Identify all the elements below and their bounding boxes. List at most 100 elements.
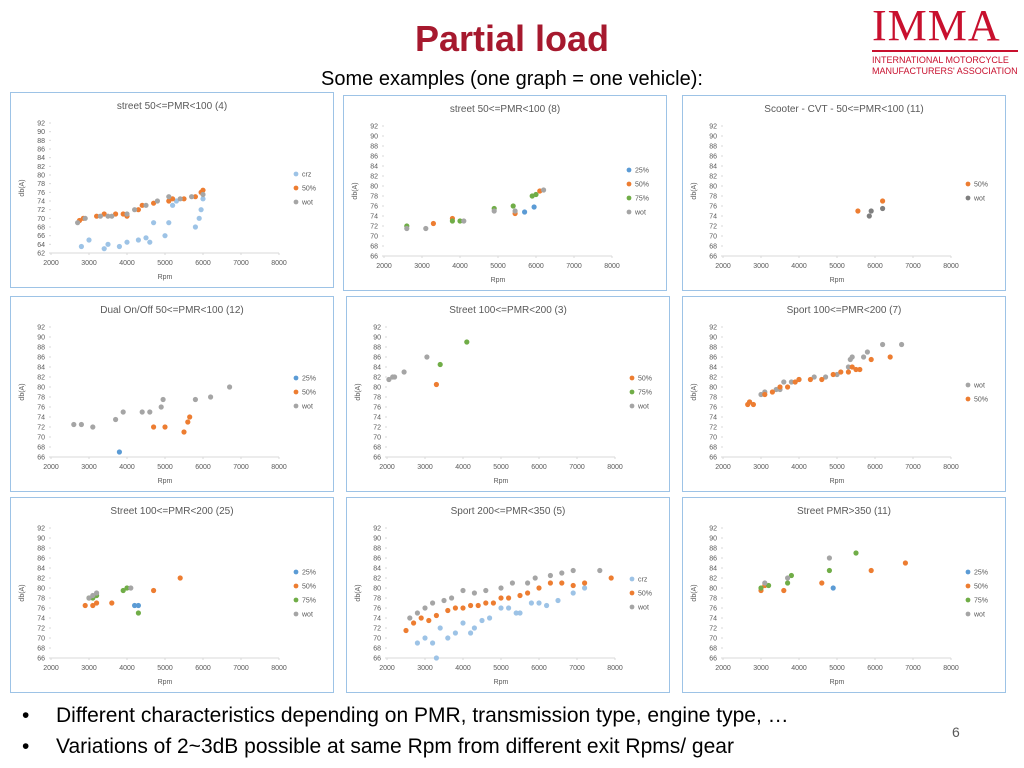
y-tick-label: 66 — [37, 455, 45, 462]
legend-label: 50% — [302, 584, 316, 591]
data-point — [510, 203, 516, 209]
x-tick-label: 4000 — [791, 263, 807, 270]
data-point — [747, 399, 753, 405]
data-point — [471, 590, 477, 596]
y-tick-label: 76 — [373, 405, 381, 412]
x-tick-label: 4000 — [119, 464, 135, 471]
x-axis-label: Rpm — [494, 478, 509, 485]
data-point — [422, 605, 428, 611]
x-tick-label: 8000 — [607, 464, 623, 471]
chart-title: Street PMR>350 (11) — [797, 506, 891, 517]
data-point — [414, 610, 420, 616]
legend-label: 75% — [974, 598, 988, 605]
data-point — [109, 600, 115, 606]
data-point — [547, 580, 553, 586]
x-axis-label: Rpm — [158, 679, 173, 686]
data-point — [189, 194, 195, 200]
legend-marker — [626, 195, 632, 201]
y-tick-label: 74 — [370, 214, 378, 221]
x-tick-label: 8000 — [271, 464, 287, 471]
y-tick-label: 82 — [709, 576, 717, 583]
x-tick-label: 3000 — [753, 464, 769, 471]
data-point — [559, 570, 565, 576]
data-point — [464, 339, 470, 345]
legend-marker — [626, 181, 632, 187]
y-tick-label: 90 — [37, 335, 45, 342]
y-tick-label: 74 — [373, 616, 381, 623]
y-axis-label: db(A) — [355, 383, 362, 400]
data-point — [445, 635, 451, 641]
y-tick-label: 68 — [37, 646, 45, 653]
y-tick-label: 80 — [709, 385, 717, 392]
y-tick-label: 88 — [709, 546, 717, 553]
data-point — [457, 218, 463, 224]
x-tick-label: 4000 — [452, 263, 468, 270]
legend-label: 25% — [974, 570, 988, 577]
logo-name: IMMA — [872, 1, 1001, 50]
y-tick-label: 78 — [373, 395, 381, 402]
data-point — [437, 361, 443, 368]
data-point — [528, 600, 534, 606]
y-tick-label: 76 — [709, 606, 717, 613]
legend-marker — [293, 569, 299, 575]
data-point — [132, 602, 138, 609]
x-tick-label: 2000 — [43, 260, 59, 267]
data-point — [792, 379, 798, 385]
data-point — [788, 572, 794, 579]
data-point — [750, 401, 756, 408]
data-point — [113, 416, 119, 423]
data-point — [834, 371, 840, 378]
y-tick-label: 78 — [709, 395, 717, 402]
data-point — [170, 196, 176, 202]
y-tick-label: 86 — [370, 154, 378, 161]
data-point — [437, 625, 443, 631]
x-tick-label: 4000 — [455, 464, 471, 471]
y-tick-label: 70 — [709, 636, 717, 643]
chart-title: Sport 200<=PMR<350 (5) — [451, 506, 566, 517]
bullet: Variations of 2~3dB possible at same Rpm… — [22, 731, 789, 762]
x-tick-label: 6000 — [867, 263, 883, 270]
data-point — [517, 592, 523, 599]
data-point — [758, 391, 764, 398]
y-tick-label: 66 — [373, 656, 381, 663]
data-point — [120, 409, 126, 415]
x-tick-label: 7000 — [569, 464, 585, 471]
page-number: 6 — [952, 724, 960, 740]
logo-rule — [872, 50, 1018, 52]
data-point — [200, 196, 206, 202]
y-tick-label: 88 — [373, 546, 381, 553]
data-point — [430, 220, 436, 227]
y-tick-label: 84 — [709, 566, 717, 573]
y-tick-label: 80 — [37, 173, 45, 180]
data-point — [154, 198, 160, 204]
x-tick-label: 5000 — [829, 464, 845, 471]
data-point — [487, 615, 493, 621]
x-tick-label: 7000 — [905, 665, 921, 672]
x-tick-label: 4000 — [791, 665, 807, 672]
data-point — [460, 605, 466, 611]
data-point — [536, 585, 542, 591]
y-tick-label: 66 — [709, 455, 717, 462]
y-tick-label: 86 — [37, 556, 45, 563]
data-point — [483, 600, 489, 606]
x-tick-label: 5000 — [490, 263, 506, 270]
data-point — [857, 366, 863, 373]
data-point — [196, 215, 202, 221]
data-point — [422, 635, 428, 641]
y-tick-label: 80 — [709, 184, 717, 191]
x-tick-label: 8000 — [943, 665, 959, 672]
data-point — [570, 567, 576, 574]
legend-marker — [965, 611, 971, 617]
data-point — [861, 354, 867, 360]
bullet: Different characteristics depending on P… — [22, 700, 789, 731]
data-point — [826, 555, 832, 561]
data-point — [143, 235, 149, 241]
y-tick-label: 62 — [37, 251, 45, 258]
data-point — [97, 213, 103, 219]
legend-label: 50% — [302, 186, 316, 193]
data-point — [475, 602, 481, 609]
y-axis-label: db(A) — [19, 179, 26, 196]
data-point — [227, 384, 233, 390]
data-point — [522, 209, 528, 215]
y-tick-label: 68 — [370, 244, 378, 251]
